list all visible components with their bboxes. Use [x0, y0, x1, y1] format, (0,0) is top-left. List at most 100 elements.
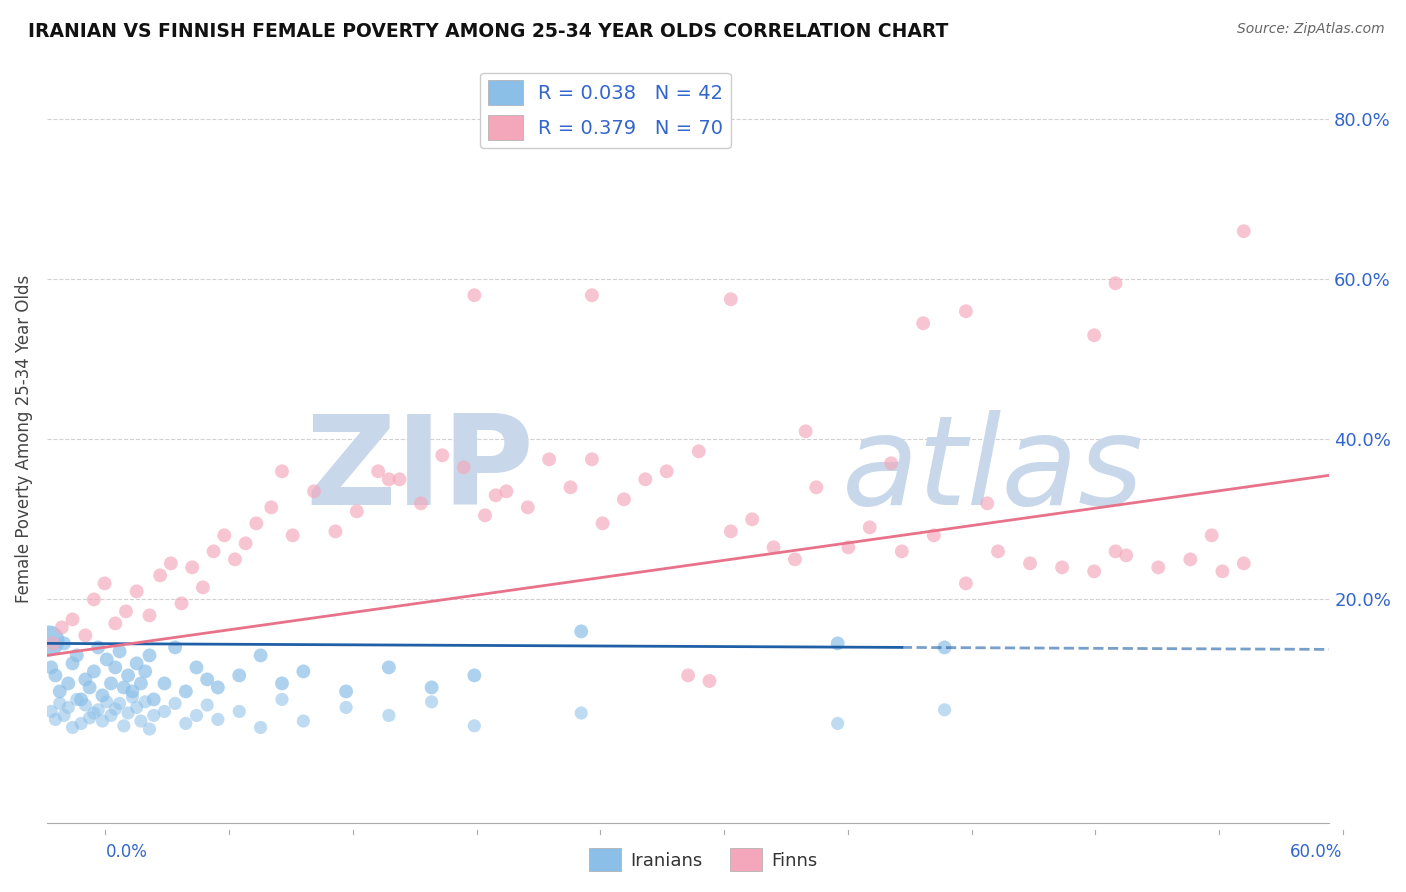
- Point: [1201, 528, 1223, 542]
- Point: [53, 708, 76, 723]
- Point: [170, 596, 193, 610]
- Point: [912, 316, 935, 330]
- Point: [1050, 560, 1073, 574]
- Point: [96, 695, 118, 709]
- Point: [538, 452, 561, 467]
- Text: Source: ZipAtlas.com: Source: ZipAtlas.com: [1237, 22, 1385, 37]
- Point: [676, 668, 699, 682]
- Point: [70, 716, 93, 731]
- Point: [62, 612, 84, 626]
- Point: [1233, 557, 1256, 571]
- Point: [125, 584, 148, 599]
- Point: [1211, 565, 1233, 579]
- Point: [117, 668, 139, 682]
- Point: [463, 288, 485, 302]
- Point: [121, 690, 143, 704]
- Point: [91, 689, 114, 703]
- Point: [581, 288, 603, 302]
- Point: [235, 536, 257, 550]
- Point: [62, 721, 84, 735]
- Point: [987, 544, 1010, 558]
- Point: [96, 652, 118, 666]
- Point: [39, 660, 62, 674]
- Point: [44, 668, 66, 682]
- Point: [58, 700, 80, 714]
- Point: [420, 695, 443, 709]
- Legend: R = 0.038   N = 42, R = 0.379   N = 70: R = 0.038 N = 42, R = 0.379 N = 70: [479, 72, 731, 148]
- Point: [53, 636, 76, 650]
- Point: [302, 484, 325, 499]
- Text: IRANIAN VS FINNISH FEMALE POVERTY AMONG 25-34 YEAR OLDS CORRELATION CHART: IRANIAN VS FINNISH FEMALE POVERTY AMONG …: [28, 22, 949, 41]
- Point: [108, 697, 131, 711]
- Point: [100, 676, 122, 690]
- Point: [1104, 544, 1126, 558]
- Point: [955, 304, 977, 318]
- Point: [207, 681, 229, 695]
- Text: 60.0%: 60.0%: [1291, 843, 1343, 861]
- Point: [79, 681, 101, 695]
- Point: [42, 636, 65, 650]
- Point: [125, 657, 148, 671]
- Point: [165, 640, 187, 655]
- Point: [153, 676, 176, 690]
- Point: [149, 568, 172, 582]
- Point: [495, 484, 517, 499]
- Point: [142, 708, 165, 723]
- Point: [66, 648, 89, 663]
- Point: [87, 640, 110, 655]
- Point: [165, 697, 187, 711]
- Point: [655, 464, 678, 478]
- Point: [463, 719, 485, 733]
- Point: [191, 580, 214, 594]
- Point: [367, 464, 389, 478]
- Point: [827, 636, 849, 650]
- Point: [38, 634, 60, 648]
- Point: [1083, 328, 1105, 343]
- Point: [837, 541, 859, 555]
- Point: [827, 716, 849, 731]
- Point: [134, 695, 156, 709]
- Point: [134, 665, 156, 679]
- Point: [181, 560, 204, 574]
- Point: [1147, 560, 1170, 574]
- Point: [741, 512, 763, 526]
- Point: [474, 508, 496, 523]
- Point: [66, 692, 89, 706]
- Point: [104, 616, 127, 631]
- Point: [485, 488, 508, 502]
- Point: [1083, 565, 1105, 579]
- Point: [245, 516, 267, 531]
- Point: [859, 520, 882, 534]
- Point: [108, 644, 131, 658]
- Point: [934, 703, 956, 717]
- Point: [115, 604, 138, 618]
- Point: [104, 660, 127, 674]
- Point: [976, 496, 998, 510]
- Point: [129, 714, 152, 728]
- Point: [112, 681, 135, 695]
- Text: atlas: atlas: [842, 409, 1144, 531]
- Point: [378, 472, 401, 486]
- Point: [934, 640, 956, 655]
- Point: [794, 425, 817, 439]
- Point: [516, 500, 538, 515]
- Point: [560, 480, 582, 494]
- Point: [195, 673, 218, 687]
- Point: [121, 684, 143, 698]
- Point: [125, 700, 148, 714]
- Point: [62, 657, 84, 671]
- Point: [249, 648, 271, 663]
- Point: [569, 624, 592, 639]
- Point: [720, 524, 742, 539]
- Point: [880, 456, 903, 470]
- Point: [44, 713, 66, 727]
- Point: [174, 684, 197, 698]
- Point: [720, 292, 742, 306]
- Point: [91, 714, 114, 728]
- Point: [87, 703, 110, 717]
- Point: [613, 492, 636, 507]
- Point: [224, 552, 246, 566]
- Point: [83, 592, 105, 607]
- Text: 0.0%: 0.0%: [105, 843, 148, 861]
- Y-axis label: Female Poverty Among 25-34 Year Olds: Female Poverty Among 25-34 Year Olds: [15, 276, 32, 603]
